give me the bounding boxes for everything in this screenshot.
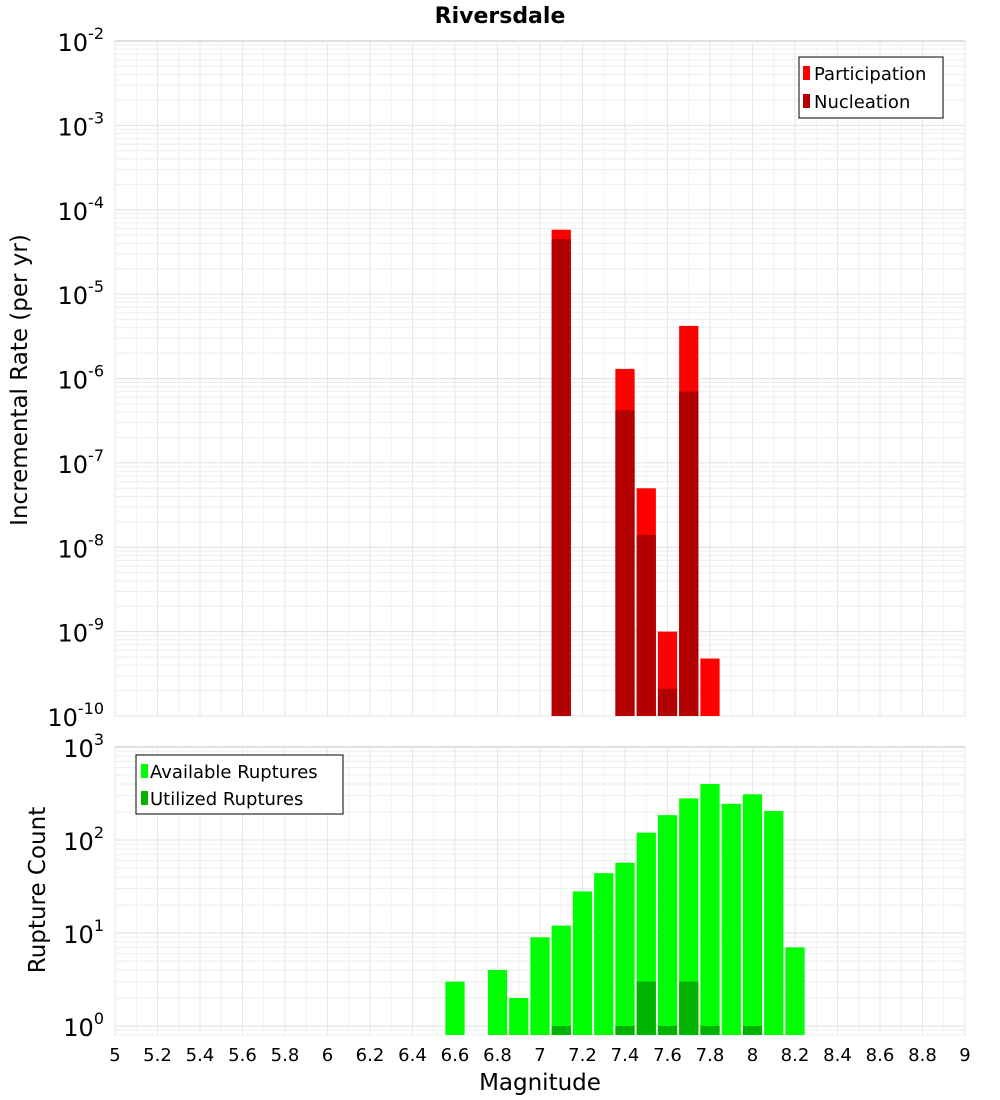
chart-title: Riversdale [435, 4, 566, 29]
count-bar-available-ruptures [615, 862, 635, 1035]
count-y-tick-label: 100 [63, 1009, 104, 1042]
x-tick-label: 8 [747, 1045, 758, 1066]
rate-legend: Participation Nucleation [798, 56, 944, 119]
x-tick-label: 8.6 [866, 1045, 895, 1066]
x-tick-label: 6.4 [398, 1045, 427, 1066]
x-tick-label: 8.8 [908, 1045, 937, 1066]
count-bar-available-ruptures [509, 997, 529, 1035]
x-tick-label: 7.8 [696, 1045, 725, 1066]
count-y-tick-label: 101 [63, 916, 104, 949]
count-bar-available-ruptures [445, 981, 465, 1035]
legend-swatch-participation [803, 66, 810, 80]
x-tick-label: 5 [109, 1045, 120, 1066]
x-tick-label: 8.2 [781, 1045, 810, 1066]
rate-y-tick-label: 10-3 [58, 108, 105, 141]
rate-bar-nucleation [615, 410, 635, 716]
legend-label-utilized: Utilized Ruptures [150, 789, 303, 810]
count-y-ticks: 100 101 102 103 [63, 730, 104, 1042]
count-bar-available-ruptures [594, 873, 614, 1035]
legend-label-available: Available Ruptures [150, 762, 318, 783]
rate-bar-nucleation [679, 391, 699, 716]
legend-swatch-utilized [141, 791, 148, 805]
count-bar-available-ruptures [679, 798, 699, 1035]
x-tick-label: 7.6 [653, 1045, 682, 1066]
rate-y-tick-label: 10-5 [58, 277, 105, 310]
rate-y-axis-label: Incremental Rate (per yr) [7, 234, 33, 526]
legend-label-participation: Participation [814, 64, 926, 85]
count-bar-available-ruptures [764, 811, 784, 1035]
count-y-axis-label: Rupture Count [25, 807, 51, 973]
rate-bar-nucleation [657, 688, 678, 716]
count-bar-utilized-ruptures [551, 1025, 571, 1035]
x-tick-label: 7.2 [568, 1045, 597, 1066]
x-tick-label: 5.8 [271, 1045, 300, 1066]
count-bar-utilized-ruptures [615, 1025, 635, 1035]
rate-y-tick-label: 10-10 [47, 699, 104, 732]
x-axis-label: Magnitude [479, 1070, 601, 1096]
legend-label-nucleation: Nucleation [814, 92, 910, 113]
count-bar-available-ruptures [487, 969, 508, 1035]
x-tick-label: 7.4 [611, 1045, 640, 1066]
rate-y-tick-label: 10-4 [58, 193, 105, 226]
rate-grid [114, 41, 966, 717]
x-tick-label: 6.2 [356, 1045, 385, 1066]
count-y-tick-label: 103 [63, 730, 104, 763]
count-bar-utilized-ruptures [679, 981, 699, 1035]
rate-bar-nucleation [551, 239, 571, 716]
legend-swatch-available [141, 764, 148, 778]
count-bars [445, 784, 805, 1035]
rate-y-tick-label: 10-2 [58, 24, 105, 57]
x-tick-label: 9 [959, 1045, 970, 1066]
rate-y-tick-label: 10-8 [58, 530, 105, 563]
rate-bars [551, 229, 720, 717]
count-bar-available-ruptures [572, 891, 593, 1035]
rate-y-tick-label: 10-7 [58, 446, 105, 479]
count-bar-utilized-ruptures [636, 981, 656, 1035]
count-bar-utilized-ruptures [700, 1025, 720, 1035]
x-tick-label: 5.4 [186, 1045, 215, 1066]
count-bar-available-ruptures [551, 925, 571, 1035]
x-tick-label: 6.8 [483, 1045, 512, 1066]
count-legend-box [135, 754, 344, 815]
count-bar-available-ruptures [700, 784, 720, 1035]
count-bar-available-ruptures [721, 803, 741, 1035]
rate-y-ticks: 10-10 10-9 10-8 10-7 10-6 10-5 10-4 10-3 10-2 [47, 24, 104, 732]
x-tick-label: 5.2 [143, 1045, 172, 1066]
legend-swatch-nucleation [803, 94, 810, 108]
x-tick-label: 6.6 [441, 1045, 470, 1066]
x-tick-label: 5.6 [228, 1045, 257, 1066]
rate-panel: 10-10 10-9 10-8 10-7 10-6 10-5 10-4 10-3 10-2 Pa… [7, 24, 966, 732]
count-bar-utilized-ruptures [657, 1025, 678, 1035]
count-bar-utilized-ruptures [742, 1025, 763, 1035]
rate-bar-participation [700, 658, 720, 716]
count-y-tick-label: 102 [63, 823, 104, 856]
rate-y-tick-label: 10-6 [58, 362, 105, 395]
count-panel: 100 101 102 103 5 5.2 5.4 5.6 5.8 6 6.2 6.4 6.6 6.8 7… [25, 730, 971, 1096]
count-legend: Available Ruptures Utilized Ruptures [135, 754, 344, 815]
rate-y-tick-label: 10-9 [58, 615, 105, 648]
count-bar-available-ruptures [742, 794, 763, 1035]
count-bar-available-ruptures [657, 815, 678, 1035]
x-tick-label: 7 [534, 1045, 545, 1066]
rate-bar-nucleation [636, 534, 656, 716]
magnitude-x-ticks: 5 5.2 5.4 5.6 5.8 6 6.2 6.4 6.6 6.8 7 7.2 7.4 7.6 7.8 8… [109, 1045, 970, 1066]
rate-legend-box [798, 56, 944, 119]
count-bar-available-ruptures [785, 947, 805, 1035]
count-bar-available-ruptures [530, 937, 550, 1035]
x-tick-label: 8.4 [823, 1045, 852, 1066]
x-tick-label: 6 [322, 1045, 333, 1066]
